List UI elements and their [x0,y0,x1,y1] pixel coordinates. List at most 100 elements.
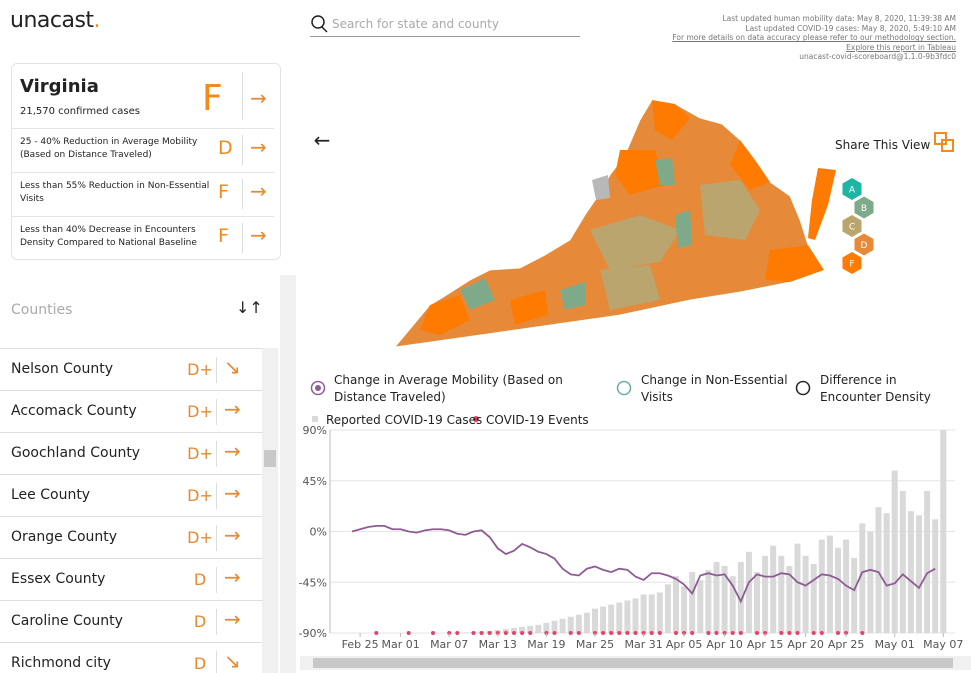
event-dot [512,631,516,635]
separator [242,72,243,120]
legend-hexagon [842,215,862,237]
event-dot [568,631,573,635]
back-icon[interactable]: ← [314,128,331,152]
legend-radio[interactable] [310,380,326,396]
y-tick-label: 45% [303,475,327,488]
bar [729,576,736,633]
county-row[interactable]: Essex County D → [0,559,262,601]
bar [940,430,947,633]
county-row[interactable]: Lee County D+ → [0,475,262,517]
page-scrollbar[interactable] [280,275,296,673]
county-row[interactable]: Orange County D+ → [0,517,262,559]
county-grade: D+ [187,402,213,421]
map-region [765,245,824,282]
bar [543,622,550,633]
metric-label: Less than 40% Decrease in Encounters Den… [20,225,197,248]
bar [891,470,898,633]
h-scrollbar-thumb[interactable] [313,658,953,668]
legend-hexagon [842,252,862,274]
search-icon[interactable] [311,15,325,29]
update-line: Last updated human mobility data: May 8,… [722,14,956,23]
event-dot [374,631,379,635]
bar [583,612,590,633]
metric-arrow[interactable]: → [250,179,267,203]
bar [697,580,704,633]
update-line: For more details on data accuracy please… [672,33,956,43]
metric-option[interactable]: Change in Average Mobility (Based on Dis… [334,373,563,404]
county-arrow: → [224,397,241,421]
separator [216,567,217,593]
bar [818,539,825,633]
list-scrollbar-thumb[interactable] [264,450,276,467]
metric-label: Less than 55% Reduction in Non-Essential… [20,181,210,204]
county-name: Accomack County [11,403,137,419]
event-dot [779,631,784,635]
bar [575,614,582,633]
bar [681,586,688,633]
bar [916,515,922,633]
separator [216,483,217,509]
event-dot [406,631,411,635]
bar [835,547,841,633]
x-tick-label: Apr 15 [747,638,784,651]
event-dot [520,631,525,635]
metric-label: 25 - 40% Reduction in Average Mobility (… [20,137,198,160]
event-dot [657,631,662,635]
separator [216,651,217,673]
update-line: unacast-covid-scoreboard@1.1.0-9b3fdc0 [799,52,956,62]
sort-icon[interactable]: ↓↑ [236,298,263,317]
bar [770,545,777,633]
share-icon-box [934,132,947,145]
bar [527,625,534,633]
state-map [394,99,836,348]
county-row[interactable]: Accomack County D+ → [0,391,262,433]
metric-option[interactable]: Difference in Encounter Density [820,373,931,404]
logo[interactable]: unacast. [10,8,101,33]
event-dot [690,631,695,635]
event-dot [811,631,816,635]
bar [640,594,647,633]
county-row[interactable]: Richmond city D ↘ [0,643,262,673]
bar [810,563,817,633]
search-box[interactable] [310,12,580,37]
event-dot [714,631,719,635]
county-row[interactable]: Caroline County D → [0,601,262,643]
metric-arrow[interactable]: → [250,135,267,159]
state-card[interactable]: Virginia 21,570 confirmed cases F → 25 -… [11,63,281,260]
separator [216,525,217,551]
map-region [460,278,495,310]
share-label[interactable]: Share This View [835,138,931,152]
legend-swatch [312,416,318,422]
legend-radio[interactable] [795,380,811,396]
event-dot [836,631,840,635]
legend-hexagon [842,178,862,200]
bar [899,490,906,633]
state-cases: 21,570 confirmed cases [20,106,140,117]
county-row[interactable]: Nelson County D+ ↘ [0,349,262,391]
map-shape [394,99,825,348]
update-line: Explore this report in Tableau [846,42,956,52]
map-region [560,282,585,310]
legend-radio[interactable] [616,380,632,396]
bar [608,604,615,633]
event-dot [787,631,792,635]
bar [851,557,858,633]
legend-hexagon [854,233,874,256]
county-row[interactable]: Goochland County D+ → [0,433,262,475]
update-line: Last updated COVID-19 cases: May 8, 2020… [745,23,956,33]
metric-arrow[interactable]: → [250,223,267,247]
state-arrow[interactable]: → [250,86,267,110]
event-dot [552,631,557,635]
metric-option[interactable]: Change in Non-Essential Visits [641,373,788,404]
x-tick-label: Mar 01 [381,638,419,651]
bar [559,618,566,633]
share-icon[interactable] [934,132,954,152]
x-tick-label: Mar 13 [479,638,517,651]
x-tick-label: Apr 25 [828,638,865,651]
x-tick-label: Apr 20 [787,638,824,651]
county-arrow: → [224,523,241,547]
list-scrollbar[interactable] [262,348,278,673]
bar [786,566,793,633]
bar [826,535,833,633]
